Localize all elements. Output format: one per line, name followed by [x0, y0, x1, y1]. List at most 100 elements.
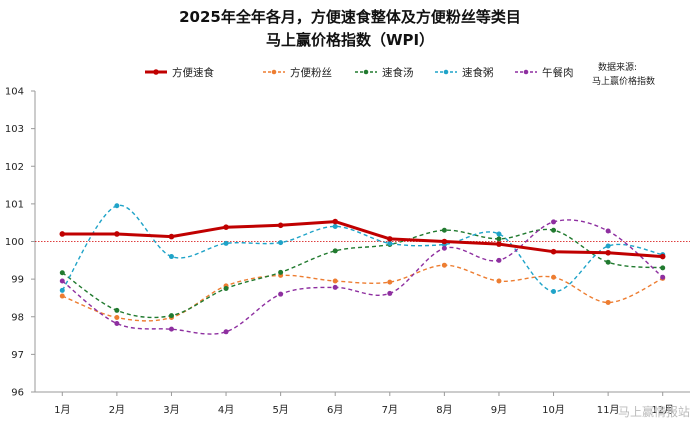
- data-point: [223, 224, 229, 231]
- y-tick-label: 102: [5, 162, 24, 173]
- legend-marker: [153, 69, 159, 75]
- data-point: [386, 236, 393, 242]
- series-line: [62, 264, 663, 322]
- y-tick-label: 99: [11, 275, 24, 286]
- data-point: [223, 240, 229, 246]
- chart-subtitle: 马上赢价格指数（WPI）: [266, 31, 434, 49]
- x-tick-label: 6月: [327, 404, 343, 416]
- y-tick-label: 96: [11, 388, 24, 399]
- data-point: [278, 269, 284, 275]
- x-tick-label: 9月: [491, 404, 507, 416]
- data-point: [660, 274, 666, 280]
- data-point: [223, 286, 229, 292]
- x-tick-label: 4月: [218, 404, 234, 416]
- x-tick-label: 8月: [436, 404, 452, 416]
- data-point: [332, 248, 338, 254]
- legend-marker: [271, 69, 277, 75]
- legend-item-1: 方便速食: [145, 66, 214, 79]
- series-4: [59, 203, 666, 295]
- data-point: [59, 270, 65, 276]
- series-1: [59, 218, 666, 260]
- data-point: [168, 254, 174, 260]
- legend-marker: [363, 69, 369, 75]
- data-point: [441, 238, 448, 245]
- data-point: [441, 262, 447, 268]
- data-point: [551, 274, 557, 280]
- x-tick-label: 2月: [109, 404, 125, 416]
- data-point: [114, 307, 120, 313]
- data-point: [496, 278, 502, 284]
- series-line: [61, 228, 663, 319]
- legend-label: 速食汤: [382, 66, 414, 79]
- data-point: [605, 228, 611, 234]
- legend-label: 方便速食: [172, 66, 214, 79]
- plot-area: 96 97 98 99 100 101 102 103 104 1月 2月 3月 4月 5月 6月 7月 8月 9…: [5, 87, 690, 416]
- data-point: [168, 313, 174, 319]
- x-tick-label: 3月: [163, 404, 179, 416]
- data-point: [496, 241, 502, 247]
- data-point: [168, 326, 174, 332]
- data-point: [114, 203, 120, 209]
- series-line: [60, 220, 665, 259]
- data-point: [551, 219, 557, 225]
- legend-label: 方便粉丝: [290, 66, 332, 79]
- data-point: [496, 257, 502, 263]
- data-point: [332, 284, 338, 290]
- legend-marker: [523, 69, 529, 75]
- data-point: [496, 236, 502, 242]
- data-point: [114, 321, 120, 327]
- legend-item-4: 速食粥: [435, 66, 494, 79]
- legend-item-2: 方便粉丝: [263, 66, 332, 79]
- data-point: [114, 315, 120, 321]
- y-tick-label: 104: [5, 87, 24, 98]
- data-point: [605, 249, 611, 256]
- series-2: [59, 262, 666, 322]
- data-point: [605, 299, 611, 305]
- data-point: [660, 265, 666, 271]
- y-tick-label: 100: [5, 237, 24, 248]
- data-point: [550, 248, 557, 255]
- legend-label: 速食粥: [462, 66, 494, 79]
- data-point: [659, 253, 666, 260]
- data-point: [387, 290, 393, 296]
- data-point: [59, 287, 65, 293]
- data-point: [605, 243, 611, 249]
- legend-label: 午餐肉: [542, 66, 574, 79]
- data-point: [59, 293, 65, 299]
- x-tick-label: 11月: [597, 404, 620, 416]
- data-point: [441, 245, 447, 251]
- legend-marker: [443, 69, 449, 75]
- y-tick-label: 101: [5, 199, 24, 210]
- data-point: [278, 240, 284, 246]
- series-3: [59, 227, 666, 319]
- y-tick-label: 97: [11, 350, 24, 361]
- legend-item-3: 速食汤: [355, 66, 414, 79]
- data-point: [496, 231, 502, 237]
- x-tick-label: 12月: [651, 404, 674, 416]
- x-tick-label: 7月: [382, 404, 398, 416]
- data-point: [59, 231, 66, 237]
- legend-item-5: 午餐肉: [515, 66, 574, 79]
- data-point: [387, 279, 393, 285]
- data-point: [332, 278, 338, 284]
- x-tick-label: 10月: [542, 404, 565, 416]
- data-point: [605, 259, 611, 265]
- chart-title: 2025年全年各月，方便速食整体及方便粉丝等类目: [179, 8, 521, 26]
- data-point: [278, 291, 284, 297]
- legend: 方便速食 方便粉丝 速食汤 速食粥 午餐肉: [145, 66, 574, 79]
- data-point: [551, 289, 557, 295]
- source-name: 马上赢价格指数: [592, 75, 655, 87]
- x-tick-label: 1月: [54, 404, 70, 416]
- data-point: [387, 240, 393, 246]
- y-tick-label: 98: [11, 312, 24, 323]
- data-point: [223, 329, 229, 335]
- data-point: [551, 227, 557, 233]
- data-point: [168, 233, 175, 240]
- watermark: 马上赢情报站: [618, 404, 690, 419]
- data-point: [332, 218, 339, 225]
- series-line: [61, 219, 664, 335]
- series-5: [59, 219, 666, 335]
- data-point: [332, 223, 338, 229]
- series-line: [61, 204, 663, 293]
